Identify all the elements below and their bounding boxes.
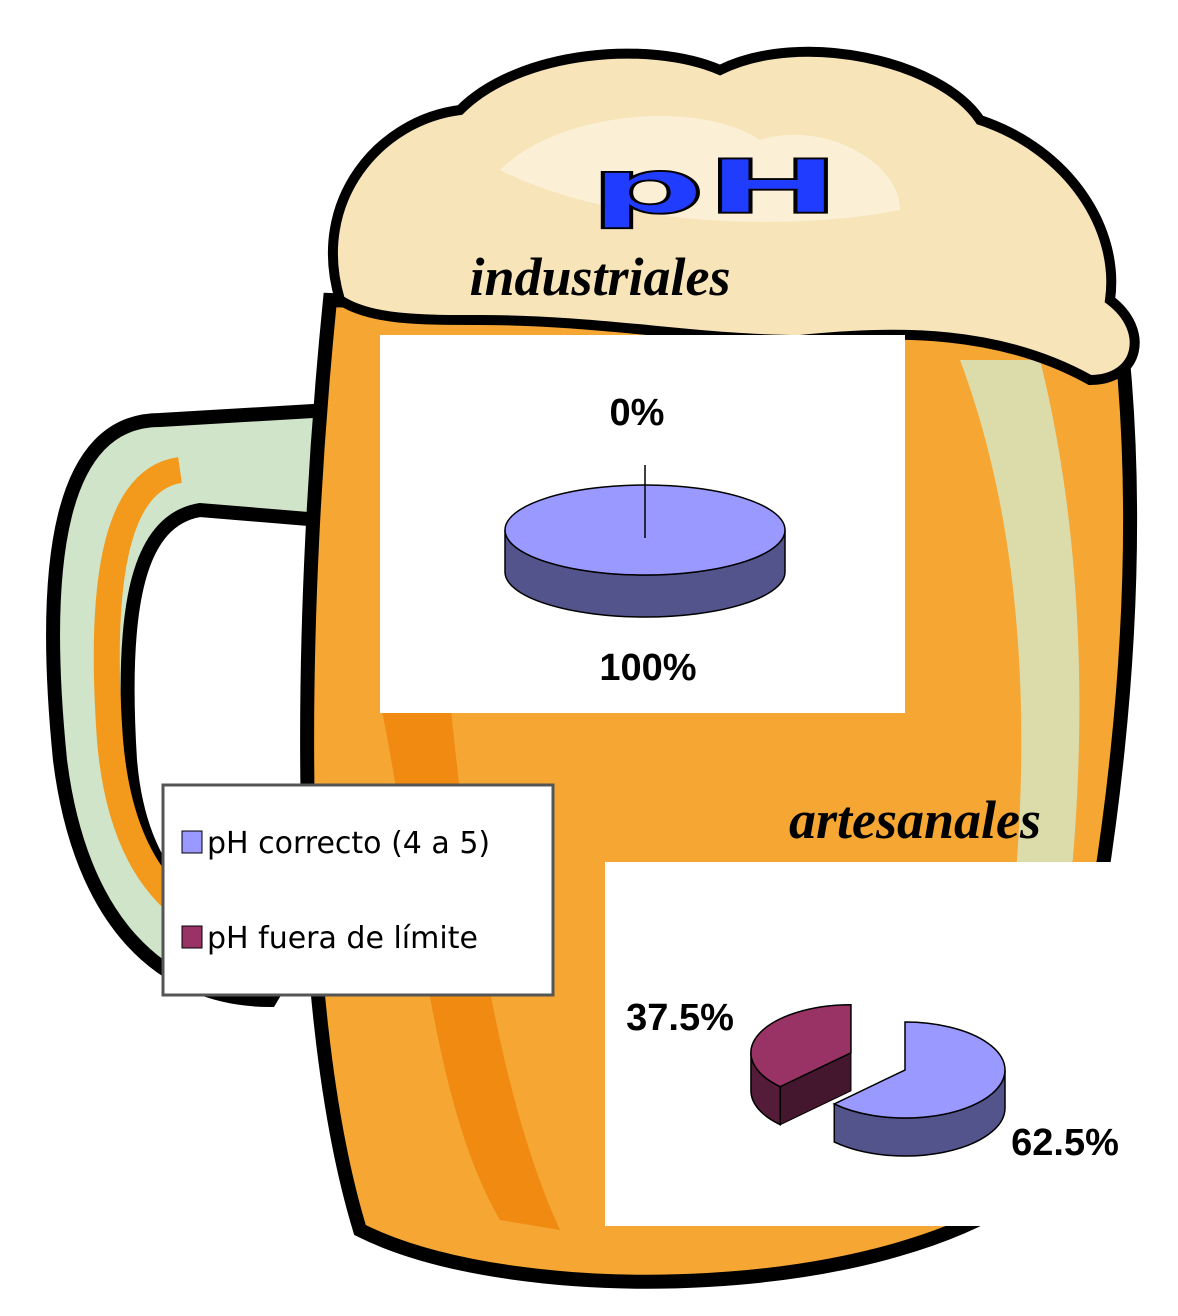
- data-label: 0%: [610, 392, 665, 434]
- legend-label: pH fuera de límite: [207, 921, 478, 956]
- legend-swatch: [182, 926, 202, 948]
- chart-title: artesanales: [789, 790, 1041, 850]
- data-label: 37.5%: [626, 997, 734, 1039]
- slide: pH industriales artesanales pH correcto …: [0, 0, 1178, 1316]
- chart-title: industriales: [469, 247, 730, 307]
- legend: [163, 785, 553, 995]
- data-label: 100%: [599, 647, 696, 689]
- data-label: 62.5%: [1011, 1122, 1119, 1164]
- legend-swatch: [182, 831, 202, 853]
- chart-panel: [605, 862, 1145, 1226]
- legend-label: pH correcto (4 a 5): [207, 826, 490, 861]
- slide-title: pH: [589, 144, 841, 231]
